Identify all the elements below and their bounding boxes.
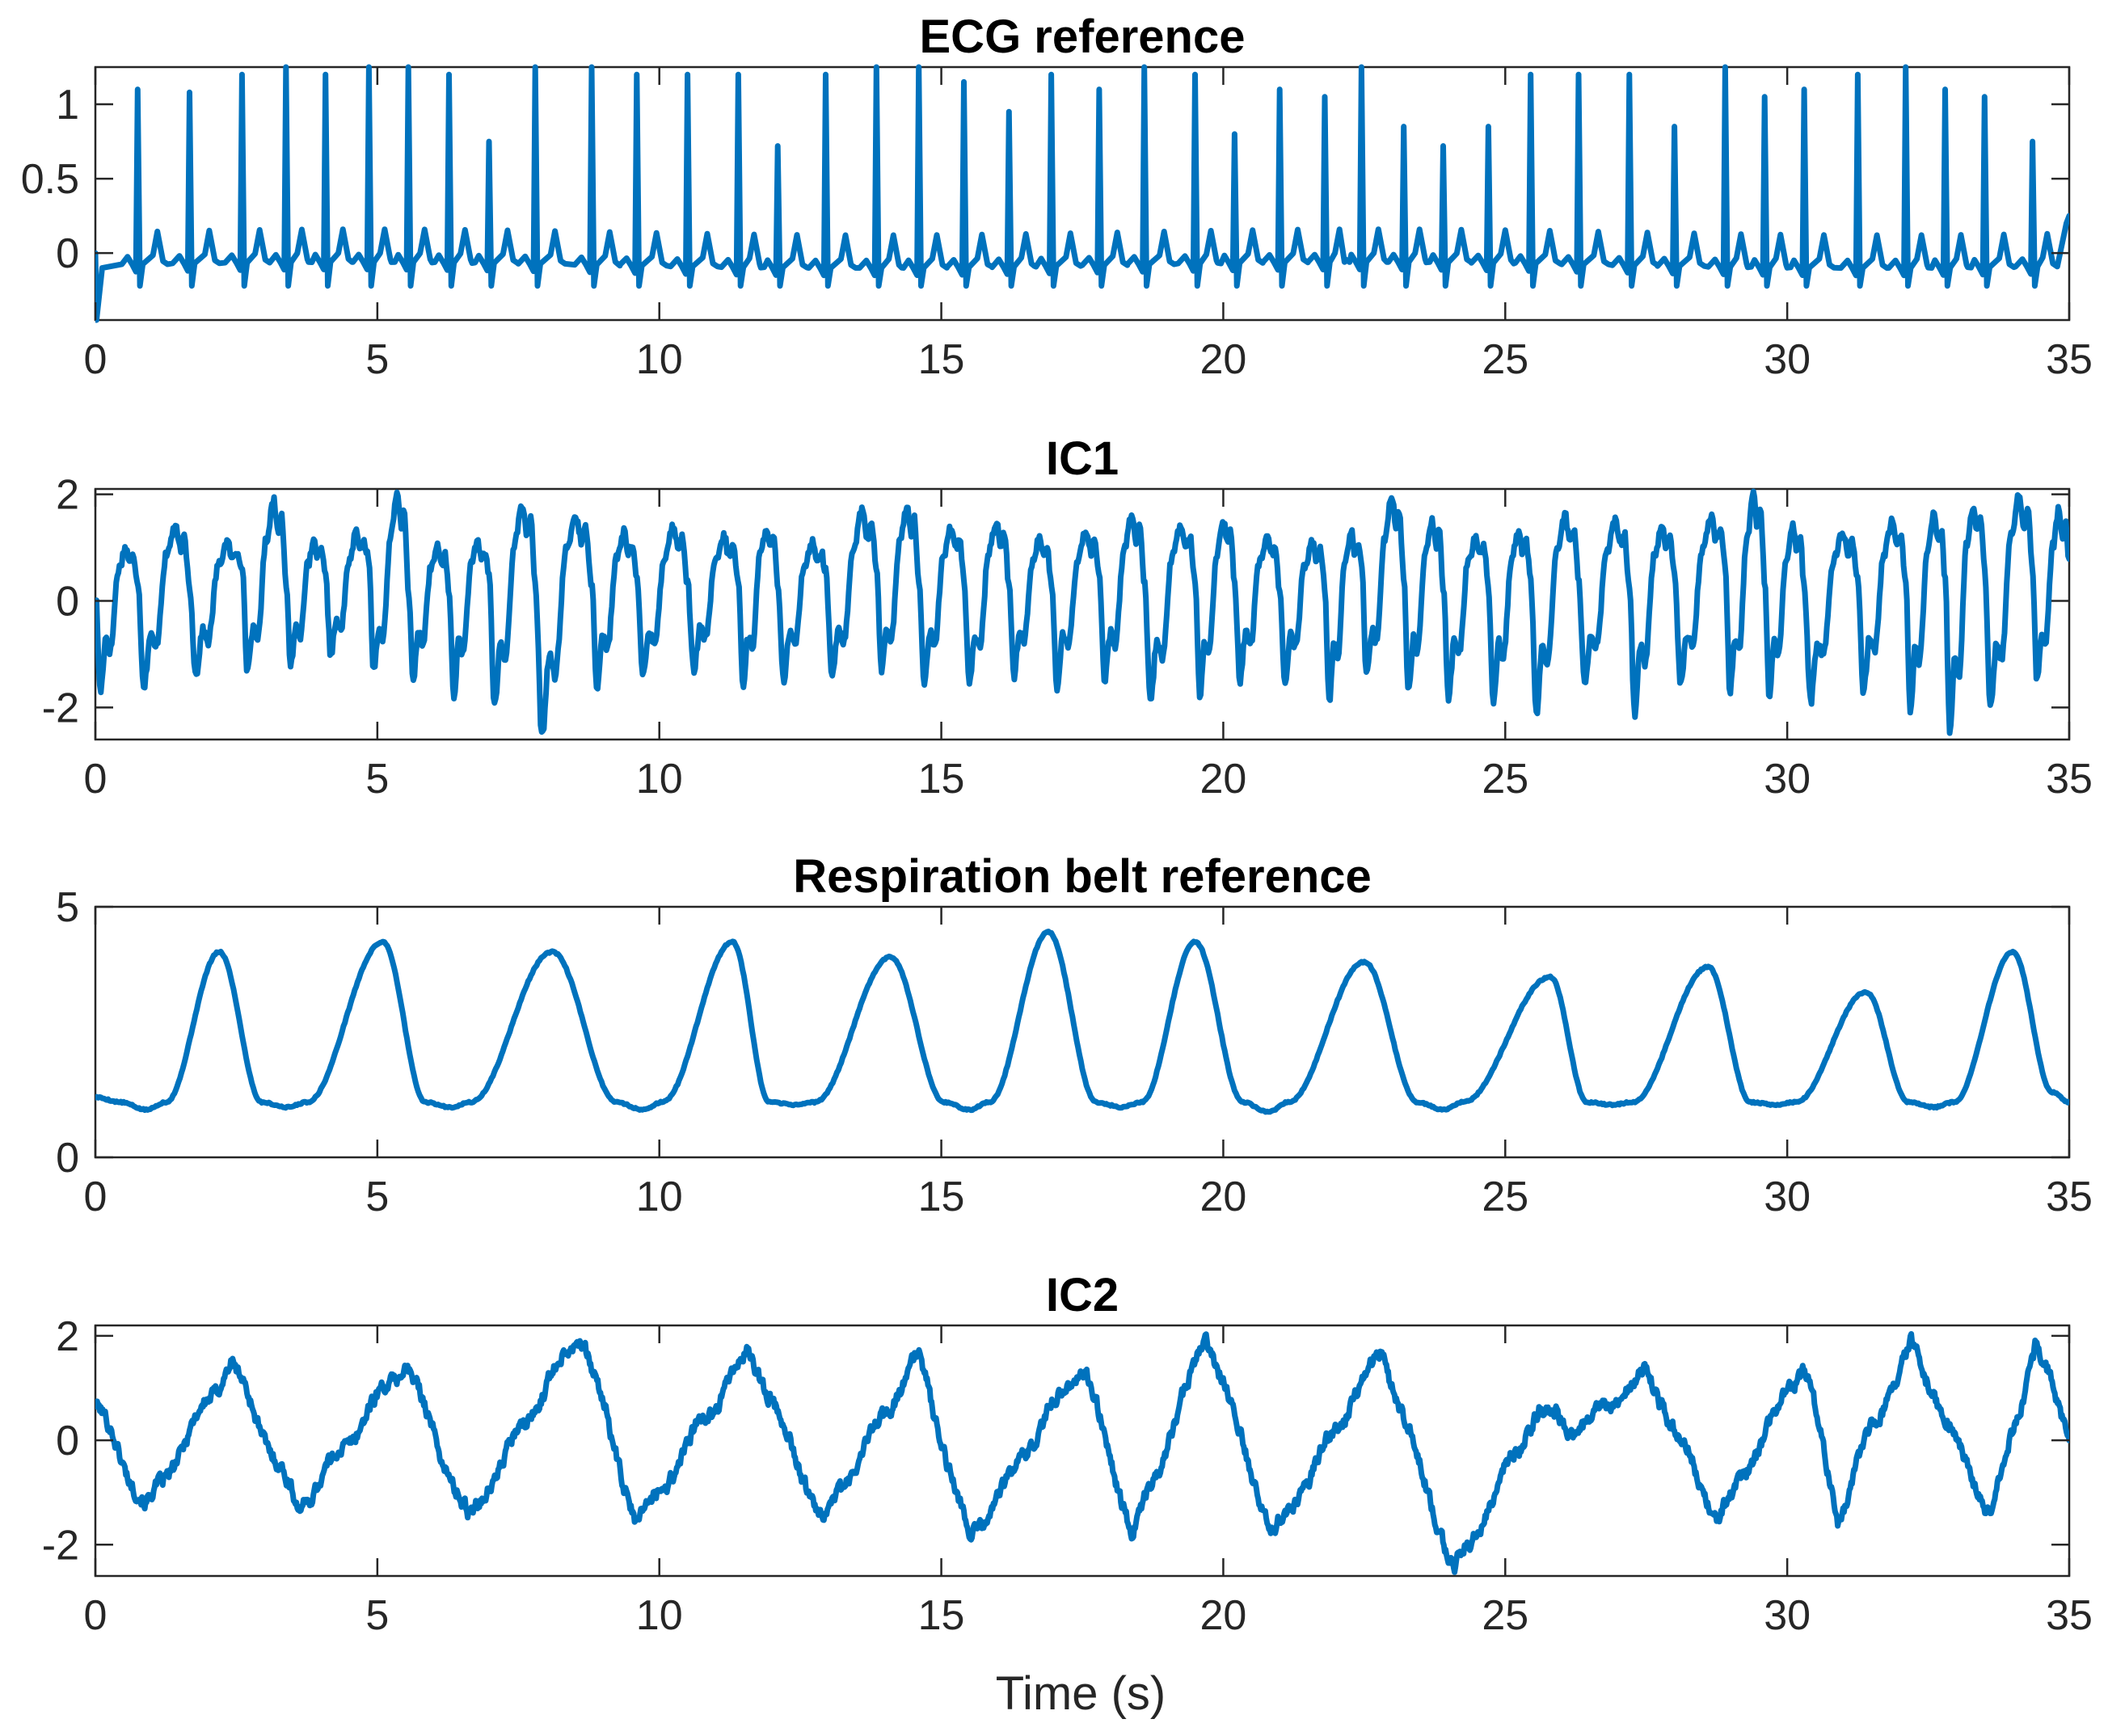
chart-title: ECG reference — [920, 11, 1246, 63]
axes-box — [94, 65, 2071, 322]
y-tick-label: 5 — [56, 884, 79, 931]
y-tick-label: 0.5 — [21, 156, 79, 203]
series-line — [95, 64, 2069, 323]
x-tick-label: 0 — [84, 1173, 108, 1220]
y-tick-label: 2 — [56, 472, 79, 519]
x-tick-label: 5 — [365, 336, 389, 383]
y-tick-label: 0 — [56, 230, 79, 277]
x-tick-label: 25 — [1482, 1173, 1528, 1220]
x-tick-label: 0 — [84, 756, 108, 803]
x-tick-label: 5 — [365, 756, 389, 803]
chart-title: IC1 — [1046, 432, 1119, 485]
x-tick-label: 5 — [365, 1592, 389, 1639]
x-tick-label: 0 — [84, 336, 108, 383]
axes-box — [94, 1324, 2071, 1578]
chart-title: Respiration belt reference — [793, 850, 1372, 903]
x-tick-label: 25 — [1482, 756, 1528, 803]
x-tick-label: 0 — [84, 1592, 108, 1639]
x-tick-label: 30 — [1764, 336, 1811, 383]
chart-title: IC2 — [1046, 1269, 1119, 1321]
axes-box — [94, 905, 2071, 1159]
x-tick-label: 20 — [1200, 756, 1247, 803]
series-line — [95, 488, 2069, 736]
x-tick-label: 20 — [1200, 336, 1247, 383]
y-tick-label: 1 — [56, 82, 79, 129]
y-tick-label: -2 — [42, 1522, 79, 1569]
x-tick-label: 15 — [918, 336, 965, 383]
x-tick-label: 30 — [1764, 756, 1811, 803]
x-tick-label: 35 — [2046, 1173, 2093, 1220]
y-tick-label: 0 — [56, 579, 79, 626]
x-tick-label: 15 — [918, 1592, 965, 1639]
series-line — [95, 929, 2069, 1115]
x-tick-label: 15 — [918, 1173, 965, 1220]
y-tick-label: 0 — [56, 1418, 79, 1464]
x-tick-label: 35 — [2046, 756, 2093, 803]
x-tick-label: 10 — [636, 336, 683, 383]
y-tick-label: 2 — [56, 1313, 79, 1360]
x-tick-label: 30 — [1764, 1173, 1811, 1220]
x-tick-label: 20 — [1200, 1173, 1247, 1220]
x-tick-label: 10 — [636, 756, 683, 803]
x-tick-label: 30 — [1764, 1592, 1811, 1639]
x-tick-label: 5 — [365, 1173, 389, 1220]
x-tick-label: 20 — [1200, 1592, 1247, 1639]
panel-1: 0 5 10 15 20 25 30 35 0 0.5 1 ECG reference — [21, 11, 2093, 383]
x-tick-label: 25 — [1482, 1592, 1528, 1639]
y-tick-label: 0 — [56, 1135, 79, 1182]
x-tick-label: 10 — [636, 1173, 683, 1220]
x-tick-label: 35 — [2046, 336, 2093, 383]
x-tick-label: 10 — [636, 1592, 683, 1639]
x-axis-label: Time (s) — [996, 1667, 1166, 1720]
y-tick-label: -2 — [42, 685, 79, 731]
x-tick-label: 15 — [918, 756, 965, 803]
x-tick-label: 35 — [2046, 1592, 2093, 1639]
x-tick-label: 25 — [1482, 336, 1528, 383]
panel-3: 0 5 10 15 20 25 30 35 0 5 Respiration belt referen… — [56, 850, 2093, 1220]
series-line — [95, 1331, 2069, 1575]
